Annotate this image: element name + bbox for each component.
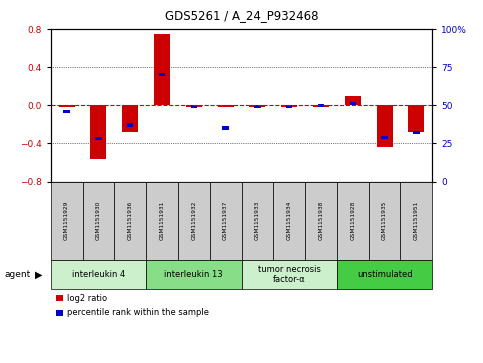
Text: percentile rank within the sample: percentile rank within the sample — [67, 309, 209, 317]
Text: GSM1151934: GSM1151934 — [287, 201, 292, 240]
Bar — [409, 105, 425, 132]
Bar — [90, 105, 106, 159]
Bar — [413, 131, 420, 134]
Text: GSM1151935: GSM1151935 — [382, 201, 387, 240]
Bar — [254, 105, 261, 109]
Bar — [122, 105, 138, 132]
Bar — [95, 137, 101, 140]
Text: interleukin 13: interleukin 13 — [165, 270, 223, 279]
Bar — [281, 105, 297, 107]
Bar — [191, 105, 197, 109]
Bar — [345, 96, 361, 105]
Text: agent: agent — [5, 270, 31, 279]
Text: GDS5261 / A_24_P932468: GDS5261 / A_24_P932468 — [165, 9, 318, 22]
Text: log2 ratio: log2 ratio — [67, 294, 107, 303]
Text: ▶: ▶ — [35, 269, 43, 280]
Text: tumor necrosis
factor-α: tumor necrosis factor-α — [258, 265, 321, 284]
Text: GSM1151930: GSM1151930 — [96, 201, 101, 240]
Bar — [377, 105, 393, 147]
Bar — [186, 105, 202, 107]
Bar — [223, 126, 229, 130]
Text: unstimulated: unstimulated — [357, 270, 412, 279]
Text: GSM1151951: GSM1151951 — [414, 201, 419, 240]
Text: GSM1151937: GSM1151937 — [223, 201, 228, 240]
Text: GSM1151932: GSM1151932 — [191, 201, 196, 240]
Bar — [286, 105, 292, 109]
Bar — [63, 110, 70, 113]
Bar — [127, 123, 133, 127]
Bar — [318, 103, 324, 107]
Text: GSM1151931: GSM1151931 — [159, 201, 165, 240]
Text: GSM1151929: GSM1151929 — [64, 201, 69, 240]
Bar — [350, 102, 356, 105]
Text: GSM1151936: GSM1151936 — [128, 201, 133, 240]
Bar — [58, 105, 74, 107]
Bar — [159, 73, 165, 77]
Bar — [313, 105, 329, 107]
Text: interleukin 4: interleukin 4 — [72, 270, 125, 279]
Bar — [249, 105, 265, 107]
Text: GSM1151933: GSM1151933 — [255, 201, 260, 240]
Bar — [382, 136, 388, 139]
Bar — [218, 105, 234, 107]
Text: GSM1151928: GSM1151928 — [350, 201, 355, 240]
Bar — [154, 34, 170, 105]
Text: GSM1151938: GSM1151938 — [318, 201, 324, 240]
